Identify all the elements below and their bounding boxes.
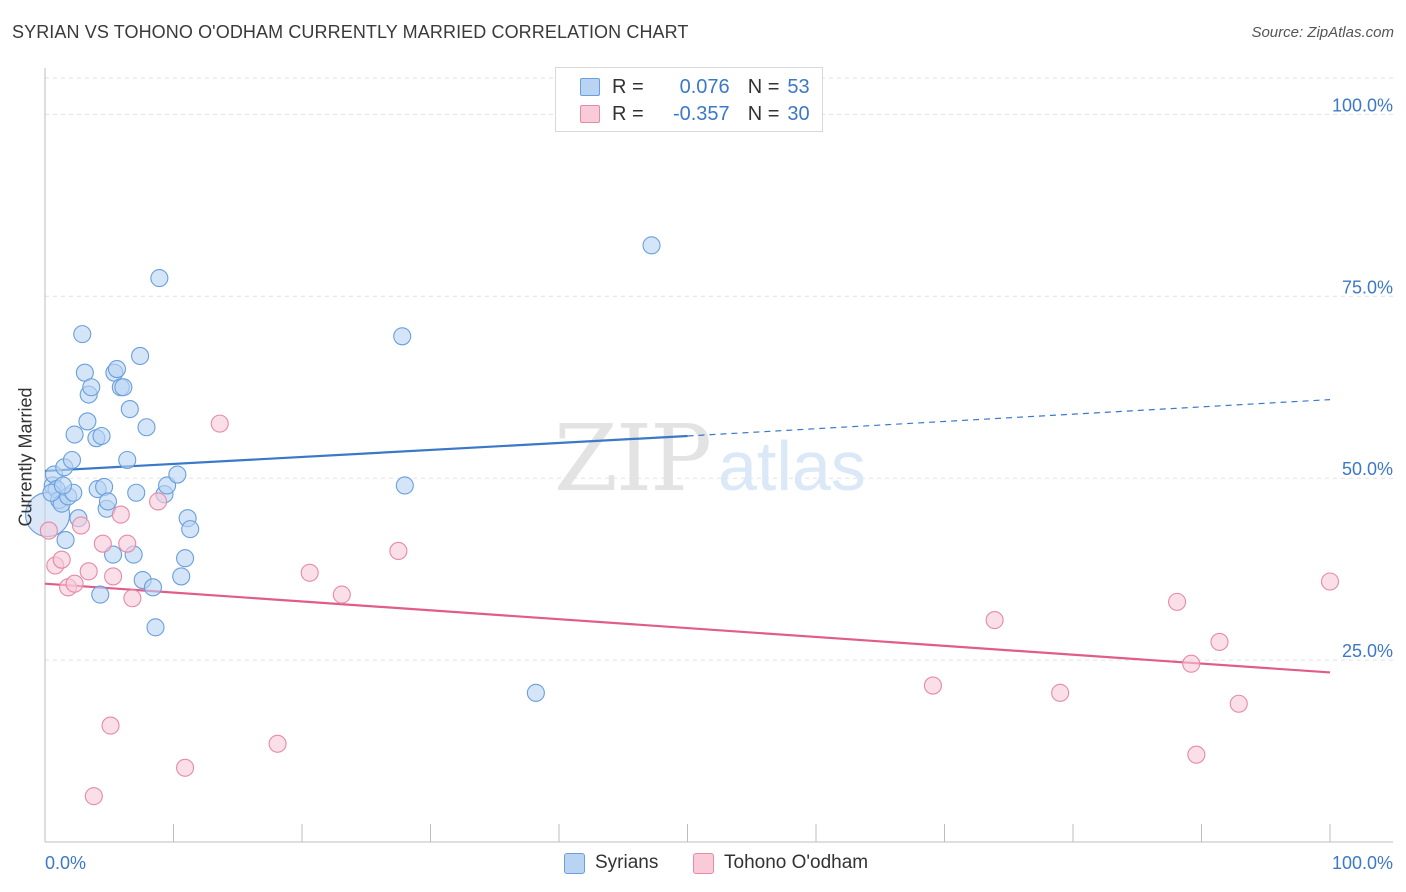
stats-legend: R = 0.076 N = 53 R = -0.357 N = 30 (555, 67, 823, 132)
point-syrians (131, 346, 150, 366)
point-syrians (82, 378, 101, 397)
point-tohono (1182, 654, 1201, 673)
point-tohono (389, 541, 408, 561)
point-syrians (642, 236, 661, 255)
point-tohono (300, 563, 319, 582)
legend-n-label: N = (747, 75, 780, 98)
legend-swatch-tohono (580, 105, 600, 123)
point-tohono (923, 676, 942, 695)
point-syrians (53, 476, 73, 495)
chart-title: SYRIAN VS TOHONO O'ODHAM CURRENTLY MARRI… (12, 22, 689, 42)
point-tohono (71, 516, 91, 535)
point-syrians (526, 683, 545, 702)
point-tohono (210, 414, 229, 433)
point-syrians (150, 269, 169, 288)
point-syrians (393, 327, 412, 346)
legend-label-tohono: Tohono O'odham (724, 852, 869, 873)
trend-line-syrians-extension (687, 399, 1331, 437)
point-tohono (104, 567, 123, 586)
point-tohono (1168, 592, 1187, 611)
legend-item-syrians[interactable]: Syrians (564, 852, 658, 874)
legend-n-value: 30 (787, 102, 810, 125)
trend-line-tohono (44, 582, 1331, 674)
series-legend: Syrians Tohono O'odham (0, 852, 1406, 876)
x-tick-label: 100.0% (1332, 853, 1393, 873)
legend-row-tohono: R = -0.357 N = 30 (580, 103, 810, 125)
point-syrians (395, 476, 414, 495)
legend-item-tohono[interactable]: Tohono O'odham (693, 852, 868, 874)
axes (44, 68, 1393, 843)
point-tohono (1187, 745, 1206, 764)
point-syrians (107, 359, 127, 379)
point-tohono (52, 550, 71, 569)
point-tohono (1210, 632, 1229, 651)
point-tohono (65, 574, 84, 593)
legend-r-label: R = (612, 75, 644, 98)
point-tohono (93, 534, 112, 553)
point-syrians (127, 483, 146, 502)
gridlines (45, 77, 1393, 661)
legend-r-value: 0.076 (679, 75, 730, 98)
legend-swatch-syrians (564, 852, 585, 874)
y-axis-label: Currently Married (15, 387, 36, 527)
point-tohono (39, 521, 58, 540)
point-syrians (98, 492, 118, 511)
point-syrians (65, 425, 84, 444)
y-tick-label: 100.0% (1332, 95, 1393, 115)
tick-labels: 25.0% 50.0% 75.0% 100.0% 0.0% 100.0% (45, 95, 1393, 873)
legend-row-syrians: R = 0.076 N = 53 (580, 76, 810, 98)
point-tohono (118, 534, 137, 553)
point-tohono (985, 611, 1004, 630)
data-points (25, 236, 1340, 806)
y-tick-label: 50.0% (1342, 459, 1393, 479)
legend-r-label: R = (612, 102, 644, 125)
point-syrians (56, 530, 75, 550)
point-tohono (123, 589, 142, 608)
watermark: ZIP atlas (554, 405, 866, 512)
point-tohono (111, 505, 130, 524)
legend-swatch-tohono (693, 852, 714, 874)
point-syrians (176, 549, 195, 568)
x-tick-label: 0.0% (45, 853, 86, 873)
point-syrians (114, 378, 133, 397)
point-syrians (92, 426, 111, 446)
legend-swatch-syrians (580, 78, 600, 96)
y-tick-label: 75.0% (1342, 277, 1393, 297)
point-syrians (146, 618, 165, 637)
watermark-zip: ZIP (554, 405, 710, 512)
y-tick-label: 25.0% (1342, 641, 1393, 661)
point-tohono (79, 562, 98, 581)
point-syrians (168, 465, 187, 484)
point-tohono (149, 492, 168, 511)
point-tohono (1229, 694, 1248, 713)
point-syrians (172, 567, 191, 586)
legend-n-value: 53 (787, 75, 810, 98)
point-tohono (268, 734, 287, 753)
point-syrians (62, 450, 82, 470)
legend-label-syrians: Syrians (595, 852, 659, 873)
point-syrians (78, 412, 97, 431)
trend-line-syrians (44, 434, 688, 473)
source-credit: Source: ZipAtlas.com (1251, 24, 1394, 41)
point-syrians (118, 450, 137, 470)
point-tohono (84, 787, 103, 806)
point-tohono (101, 716, 120, 735)
point-syrians (181, 520, 200, 539)
point-syrians (91, 585, 110, 604)
point-tohono (1051, 683, 1070, 702)
point-syrians (120, 400, 139, 419)
watermark-atlas: atlas (718, 427, 866, 505)
legend-r-value: -0.357 (672, 102, 730, 125)
point-syrians (143, 578, 162, 597)
legend-n-label: N = (747, 102, 780, 125)
point-tohono (176, 758, 195, 777)
point-tohono (332, 585, 351, 604)
trend-lines (44, 399, 1331, 674)
point-syrians (73, 325, 92, 344)
point-syrians (137, 418, 156, 437)
point-tohono (1320, 572, 1340, 591)
